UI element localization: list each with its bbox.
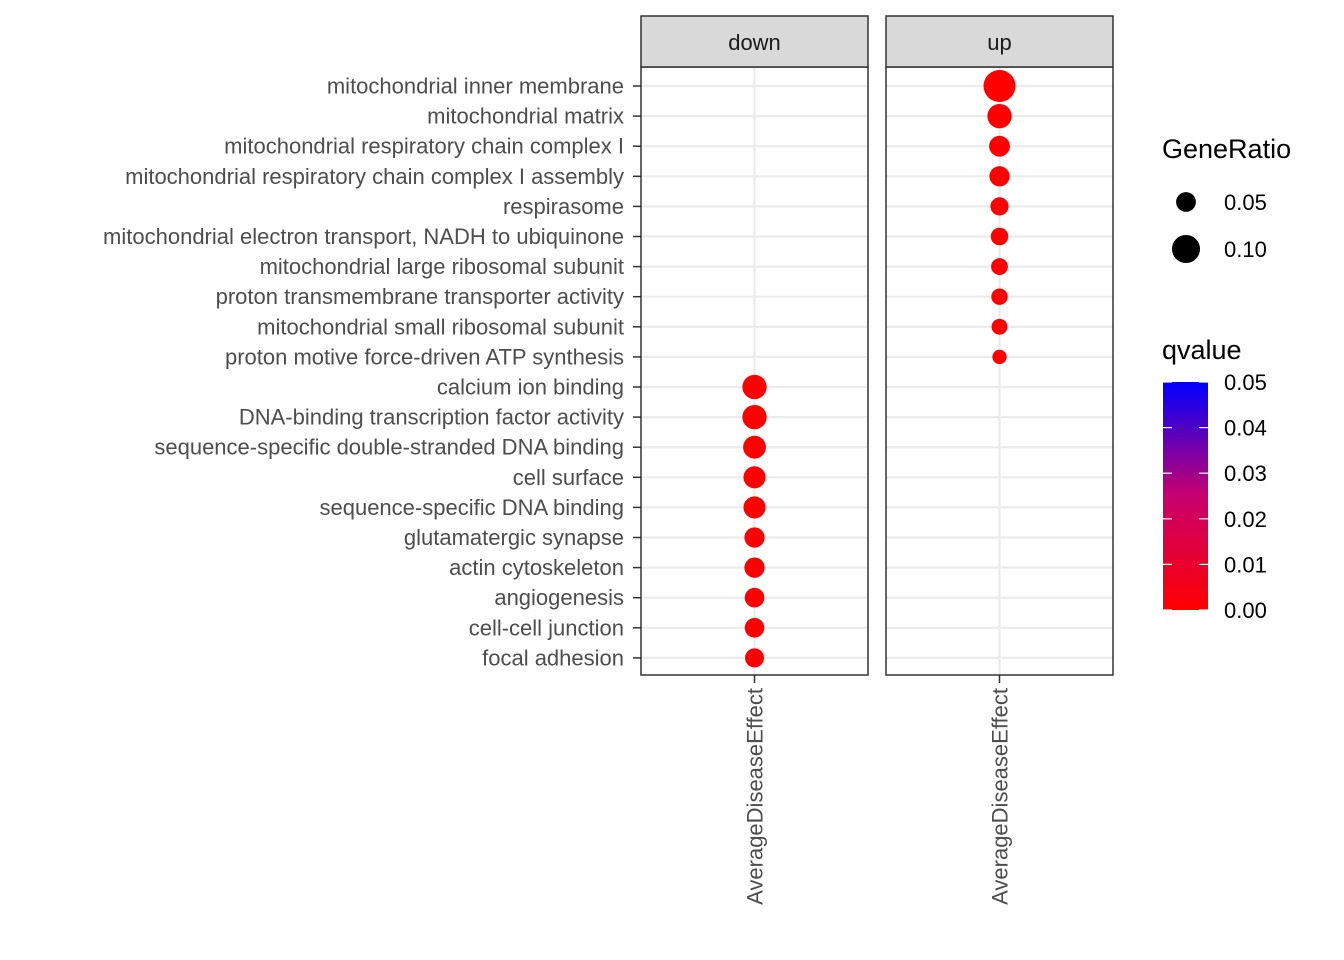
color-legend-colorbar — [1163, 382, 1208, 610]
point-down-angiogenesis — [744, 587, 765, 608]
size-legend-key-1 — [1171, 234, 1201, 264]
y-tick-label-proton-transmembrane-transporter-activity: proton transmembrane transporter activit… — [216, 284, 624, 309]
point-up-mitochondrial-inner-membrane — [983, 70, 1016, 102]
y-tick-label-angiogenesis: angiogenesis — [494, 585, 624, 610]
point-up-respirasome — [990, 197, 1009, 216]
y-tick-label-mitochondrial-respiratory-chain-complex-i-assembly: mitochondrial respiratory chain complex … — [125, 164, 624, 189]
point-up-proton-transmembrane-transporter-activity — [991, 288, 1008, 305]
color-legend-label-3: 0.02 — [1224, 507, 1267, 532]
point-down-sequence-specific-dna-binding — [743, 496, 766, 519]
y-tick-label-mitochondrial-large-ribosomal-subunit: mitochondrial large ribosomal subunit — [260, 254, 624, 279]
y-tick-label-sequence-specific-double-stranded-dna-binding: sequence-specific double-stranded DNA bi… — [154, 435, 624, 460]
color-legend-label-5: 0.00 — [1224, 598, 1267, 623]
y-tick-label-calcium-ion-binding: calcium ion binding — [437, 375, 624, 400]
panel-up-grid — [886, 67, 1113, 675]
point-up-mitochondrial-small-ribosomal-subunit — [991, 318, 1008, 335]
point-down-actin-cytoskeleton — [744, 557, 765, 578]
point-up-mitochondrial-large-ribosomal-subunit — [991, 258, 1008, 276]
size-legend-label-1: 0.10 — [1224, 237, 1267, 262]
y-tick-label-cell-surface: cell surface — [513, 465, 624, 490]
point-up-proton-motive-force-driven-atp-synthesis — [992, 349, 1007, 365]
x-tick-label-down: AverageDiseaseEffect — [743, 688, 768, 905]
y-tick-label-mitochondrial-respiratory-chain-complex-i: mitochondrial respiratory chain complex … — [224, 134, 624, 159]
strip-down-label: down — [728, 30, 781, 55]
size-legend-keys: 0.05 0.10 — [1171, 190, 1267, 264]
color-legend-label-4: 0.01 — [1224, 552, 1267, 577]
color-legend-label-2: 0.03 — [1224, 461, 1267, 486]
panel-down: down — [640, 15, 869, 676]
y-tick-label-actin-cytoskeleton: actin cytoskeleton — [449, 555, 624, 580]
color-legend: qvalue 0.05 0.04 0.03 0.02 0.01 0.00 — [1162, 335, 1267, 623]
strip-up-background — [885, 15, 1114, 68]
color-legend-label-1: 0.04 — [1224, 416, 1267, 441]
y-axis: mitochondrial inner membrane mitochondria… — [103, 74, 641, 670]
point-up-mitochondrial-respiratory-chain-complex-i — [989, 135, 1010, 157]
y-tick-label-dna-binding-transcription-factor-activity: DNA-binding transcription factor activit… — [239, 405, 624, 430]
point-up-mitochondrial-electron-transport-nadh-to-ubiquinone — [990, 227, 1009, 246]
size-legend-key-0 — [1176, 192, 1196, 212]
panel-down-points — [742, 374, 767, 668]
size-legend: GeneRatio 0.05 0.10 — [1162, 134, 1291, 264]
y-tick-label-cell-cell-junction: cell-cell junction — [469, 615, 624, 640]
point-down-focal-adhesion — [744, 648, 765, 668]
point-up-mitochondrial-respiratory-chain-complex-i-assembly — [989, 166, 1010, 187]
y-tick-label-proton-motive-force-driven-atp-synthesis: proton motive force-driven ATP synthesis — [225, 344, 624, 369]
point-down-sequence-specific-double-stranded-dna-binding — [743, 435, 766, 459]
strip-up-label: up — [987, 30, 1011, 55]
x-axis: AverageDiseaseEffect AverageDiseaseEffect — [743, 675, 1013, 905]
y-tick-label-glutamatergic-synapse: glutamatergic synapse — [404, 525, 624, 550]
point-down-glutamatergic-synapse — [744, 527, 765, 548]
point-down-cell-surface — [743, 466, 766, 489]
color-legend-label-0: 0.05 — [1224, 370, 1267, 395]
strip-down-background — [640, 15, 869, 68]
point-down-dna-binding-transcription-factor-activity — [742, 404, 767, 430]
y-tick-label-mitochondrial-inner-membrane: mitochondrial inner membrane — [327, 74, 624, 99]
y-tick-label-respirasome: respirasome — [503, 194, 624, 219]
size-legend-label-0: 0.05 — [1224, 190, 1267, 215]
color-legend-title: qvalue — [1162, 335, 1242, 365]
x-tick-label-up: AverageDiseaseEffect — [988, 688, 1013, 905]
size-legend-title: GeneRatio — [1162, 134, 1291, 164]
y-tick-label-mitochondrial-matrix: mitochondrial matrix — [427, 104, 624, 129]
panel-up-points — [983, 70, 1016, 365]
point-down-cell-cell-junction — [744, 617, 765, 638]
panel-up: up — [885, 15, 1114, 676]
y-tick-label-mitochondrial-electron-transport-nadh-to-ubiquinone: mitochondrial electron transport, NADH t… — [103, 224, 624, 249]
point-up-mitochondrial-matrix — [987, 103, 1012, 129]
color-legend-ticks: 0.05 0.04 0.03 0.02 0.01 0.00 — [1163, 370, 1267, 623]
y-tick-label-mitochondrial-small-ribosomal-subunit: mitochondrial small ribosomal subunit — [257, 314, 624, 339]
y-tick-label-sequence-specific-dna-binding: sequence-specific DNA binding — [319, 495, 624, 520]
point-down-calcium-ion-binding — [742, 374, 767, 400]
y-tick-label-focal-adhesion: focal adhesion — [482, 645, 624, 670]
